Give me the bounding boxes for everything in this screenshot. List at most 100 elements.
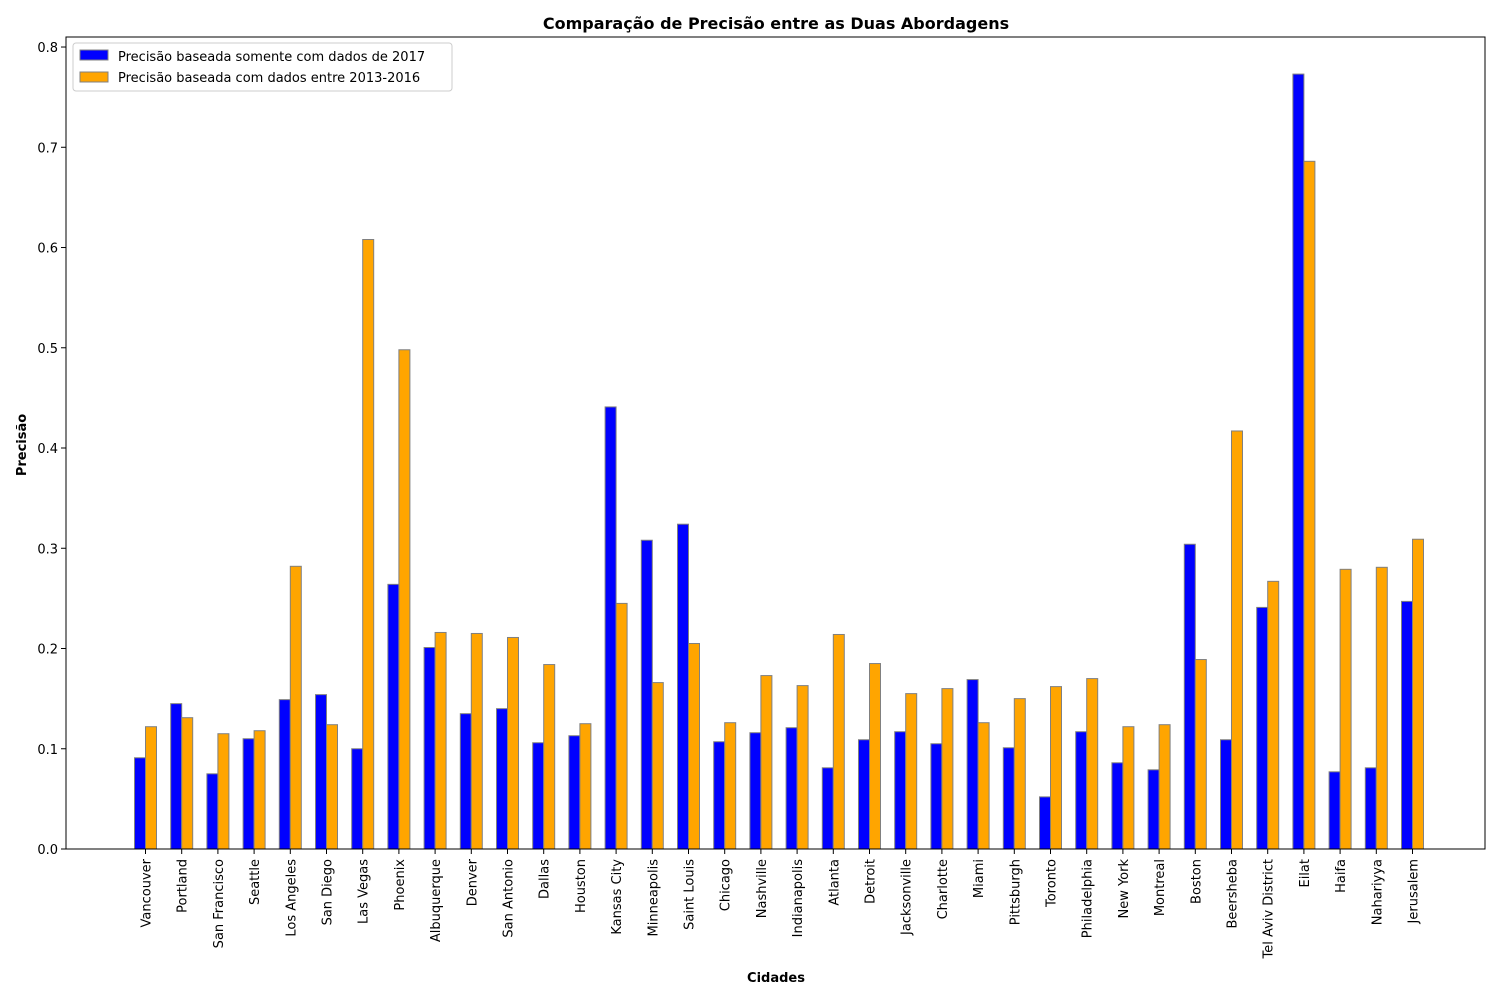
x-tick-label: Boston: [1189, 859, 1204, 904]
bar-2013-2016: [760, 675, 773, 850]
x-tick-label: Dallas: [538, 859, 553, 899]
bar-2013-2016: [507, 636, 519, 850]
x-tick-label: Atlanta: [827, 859, 842, 906]
bar-2017: [1364, 767, 1377, 850]
bar-2013-2016: [724, 722, 737, 850]
bar-2013-2016: [1194, 659, 1207, 850]
bar-2013-2016: [181, 717, 194, 850]
bar-2017: [713, 741, 726, 850]
bar-2017: [1075, 731, 1088, 850]
bar-2017: [387, 583, 400, 850]
bar-2013-2016: [796, 685, 809, 850]
bar-2017: [1256, 606, 1269, 850]
legend-box: [72, 42, 453, 92]
plot-area-frame: [65, 36, 1486, 850]
x-tick-label: Minneapolis: [646, 859, 661, 937]
legend-swatch-2017: [79, 49, 109, 61]
bar-2013-2016: [1158, 724, 1171, 850]
bar-2013-2016: [688, 642, 700, 850]
bar-2017: [496, 708, 508, 850]
y-tick-label: 0.4: [37, 442, 58, 457]
bar-2013-2016: [941, 688, 954, 850]
bar-2017: [315, 694, 327, 850]
bar-2013-2016: [217, 733, 230, 850]
bar-2017: [170, 703, 183, 850]
bar-2013-2016: [362, 238, 375, 850]
x-tick-label: Beersheba: [1226, 859, 1241, 929]
bar-2017: [640, 539, 653, 850]
bar-2017: [858, 739, 870, 850]
y-tick-label: 0.7: [37, 141, 58, 156]
bar-2017: [1183, 543, 1196, 850]
x-tick-label: Eilat: [1298, 859, 1313, 888]
x-tick-label: Haifa: [1334, 859, 1349, 893]
bar-2013-2016: [145, 726, 157, 850]
x-tick-label: Kansas City: [610, 859, 625, 935]
x-axis-label: Cidades: [747, 971, 805, 986]
bar-2013-2016: [1375, 566, 1388, 850]
x-tick-label: Vancouver: [140, 858, 155, 927]
bar-2013-2016: [579, 723, 592, 850]
bar-2017: [1328, 771, 1341, 850]
bar-2013-2016: [869, 663, 881, 850]
bar-2017: [677, 523, 689, 850]
legend-label-2017: Precisão baseada somente com dados de 20…: [118, 50, 425, 65]
x-tick-label: San Diego: [321, 859, 336, 925]
bar-2013-2016: [977, 722, 990, 850]
bar-2017: [1039, 796, 1051, 850]
x-tick-label: Detroit: [864, 859, 879, 904]
bar-2017: [242, 738, 255, 850]
bar-2013-2016: [832, 633, 845, 850]
ticks-layer: 0.0 0.1 0.2 0.3 0.4 0.5 0.6 0.7 0.8 Vancouver Port…: [37, 41, 1421, 959]
legend: Precisão baseada somente com dados de 20…: [72, 42, 453, 92]
x-tick-label: Philadelphia: [1081, 859, 1096, 938]
bar-2017: [604, 406, 617, 850]
y-tick-label: 0.2: [37, 643, 58, 658]
x-tick-label: Denver: [465, 858, 480, 906]
x-tick-label: Jacksonville: [900, 859, 915, 936]
bar-2013-2016: [253, 730, 266, 850]
bar-2017: [1147, 769, 1160, 850]
y-tick-label: 0.0: [37, 843, 58, 858]
bar-2017: [1220, 739, 1232, 850]
x-tick-label: Jerusalem: [1407, 859, 1422, 924]
x-tick-label: Indianapolis: [791, 859, 806, 938]
x-tick-label: Tel Aviv District: [1262, 859, 1277, 959]
bar-2017: [821, 767, 834, 850]
bar-2017: [930, 743, 943, 850]
bars-layer: [134, 73, 1424, 850]
bar-2017: [423, 647, 436, 850]
bar-2017: [278, 699, 291, 850]
bar-2017: [459, 713, 472, 850]
bar-2013-2016: [1086, 678, 1099, 850]
bar-2017: [785, 727, 798, 850]
x-tick-label: Pittsburgh: [1008, 859, 1023, 925]
bar-2017: [1292, 73, 1305, 850]
bar-2013-2016: [615, 602, 628, 850]
bar-2013-2016: [1339, 568, 1352, 850]
bar-2017: [1401, 600, 1413, 850]
legend-label-2013-2016: Precisão baseada com dados entre 2013-20…: [118, 71, 420, 86]
x-tick-label: Nahariyya: [1370, 859, 1385, 925]
y-tick-label: 0.3: [37, 542, 58, 557]
y-axis-label: Precisão: [15, 414, 30, 476]
x-tick-label: Phoenix: [393, 859, 408, 911]
bar-2013-2016: [470, 632, 483, 850]
bar-2017: [1002, 747, 1015, 850]
y-tick-label: 0.1: [37, 743, 58, 758]
x-tick-label: San Francisco: [212, 859, 227, 948]
x-tick-label: Albuquerque: [429, 859, 444, 942]
x-tick-label: Miami: [972, 859, 987, 898]
bar-2017: [749, 732, 762, 850]
x-tick-label: San Antonio: [502, 859, 517, 938]
bar-2013-2016: [398, 349, 411, 850]
y-tick-label: 0.5: [37, 342, 58, 357]
bar-2017: [351, 748, 364, 850]
y-tick-label: 0.6: [37, 242, 58, 257]
legend-swatch-2013-2016: [79, 71, 109, 83]
bar-2013-2016: [1050, 686, 1062, 850]
bar-2013-2016: [434, 631, 447, 850]
bar-2013-2016: [326, 724, 338, 850]
chart-title: Comparação de Precisão entre as Duas Abo…: [543, 14, 1009, 33]
